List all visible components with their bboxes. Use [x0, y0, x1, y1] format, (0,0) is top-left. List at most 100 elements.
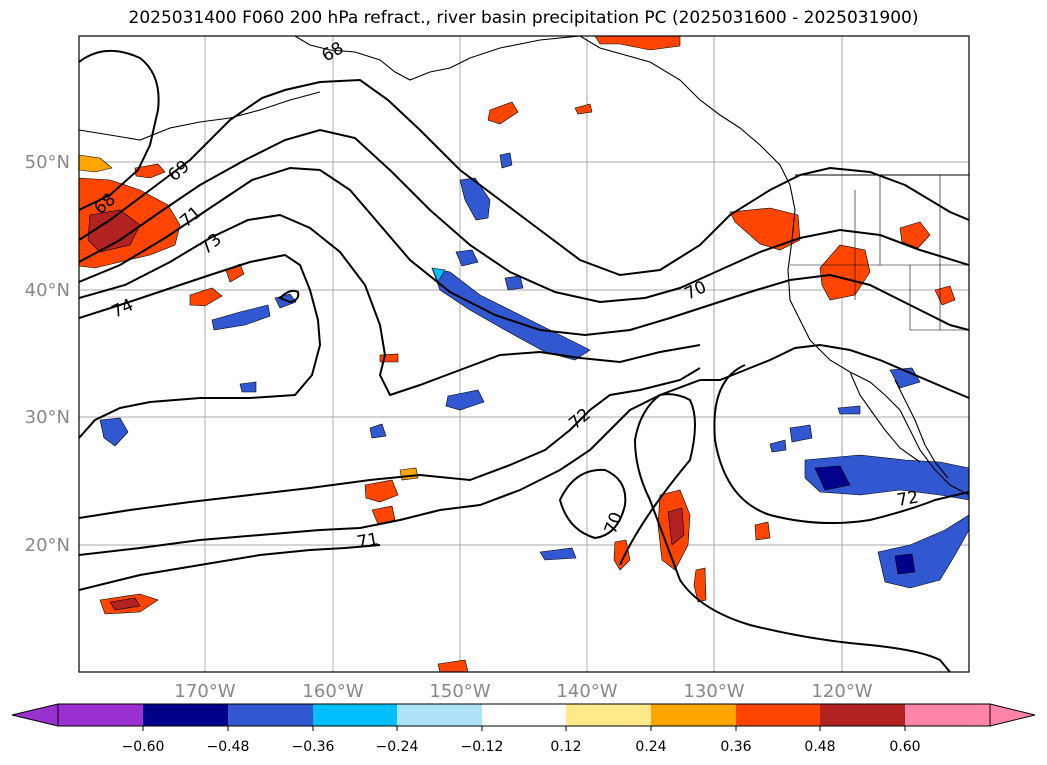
pc-patch-alaska — [594, 36, 681, 51]
pc-patch-neg-jet-edge — [431, 267, 446, 283]
contour-7 — [79, 367, 701, 519]
colorbar-tick-label: −0.60 — [122, 739, 165, 755]
longitude-labels: 170°W 160°W 150°W 140°W 130°W 120°W — [174, 681, 872, 702]
lon-label-120w: 120°W — [811, 681, 872, 702]
pc-patch-neg-1 — [459, 177, 491, 221]
pc-patch-neg-14 — [837, 405, 861, 415]
contour-9 — [79, 544, 381, 591]
pc-patch-fringe — [79, 154, 113, 173]
pc-patch-neg-9-core — [814, 465, 851, 491]
contour-11 — [619, 393, 696, 566]
colorbar-tick-label: −0.36 — [292, 739, 335, 755]
mexico-coast — [849, 371, 921, 463]
colorbar-tick-label: 0.36 — [720, 739, 751, 755]
coastline-alaska — [294, 36, 581, 81]
pc-patch-12 — [693, 567, 707, 603]
contour-5 — [79, 213, 701, 397]
contour-4 — [79, 166, 969, 337]
pc-patch-5 — [574, 103, 593, 115]
lon-label-140w: 140°W — [556, 681, 617, 702]
contour-1 — [79, 49, 160, 211]
colorbar-tick-label: 0.12 — [550, 739, 581, 755]
colorbar-bin-9 — [736, 704, 820, 726]
pc-patch-neg-8 — [539, 547, 577, 561]
colorbar-tick-label: 0.48 — [804, 739, 835, 755]
lat-label-20n: 20°N — [25, 535, 70, 556]
colorbar-tick-label: 0.60 — [889, 739, 920, 755]
contour-6 — [79, 253, 322, 439]
pc-patch-neg-2 — [211, 304, 271, 331]
contour-8 — [79, 379, 701, 556]
colorbar-bin-4 — [313, 704, 397, 726]
contour-label-71-south: 71 — [355, 529, 380, 552]
pc-patch-13 — [364, 479, 399, 503]
pc-patch-neg-16 — [504, 275, 524, 291]
pc-patch-1 — [134, 163, 166, 179]
state-borders — [790, 175, 969, 331]
negative-pc-patches — [99, 152, 969, 589]
colorbar-tick-label: −0.48 — [207, 739, 250, 755]
pc-patch-neg-17 — [455, 249, 479, 267]
pc-patch-4 — [487, 101, 519, 125]
pc-patch-neg-6 — [239, 381, 257, 393]
coastline-baja — [894, 379, 949, 479]
lon-label-160w: 160°W — [302, 681, 363, 702]
contour-15 — [278, 289, 300, 304]
positive-pc-patches — [79, 36, 956, 672]
colorbar-frame — [57, 703, 991, 727]
colorbar-bin-6 — [482, 704, 566, 726]
map-title: 2025031400 F060 200 hPa refract., river … — [128, 8, 919, 28]
graticule — [79, 36, 969, 672]
lat-label-30n: 30°N — [25, 407, 70, 428]
coastline-alaska-panhandle — [579, 36, 791, 186]
pc-patch-neg-7 — [369, 423, 387, 439]
contour-13 — [633, 394, 951, 672]
pc-patch-neg-5 — [445, 389, 485, 411]
colorbar-bin-7 — [566, 704, 651, 726]
pc-patch-15-core — [109, 597, 141, 611]
pc-patch-neg-13 — [769, 439, 787, 453]
pc-patch-6 — [729, 207, 801, 251]
map-panel: 68 69 68 71 73 74 70 72 70 71 72 — [78, 35, 970, 673]
coastlines — [79, 36, 969, 496]
pc-patch-neg-15 — [499, 152, 513, 169]
colorbar-bin-10 — [820, 704, 905, 726]
lon-label-130w: 130°W — [683, 681, 744, 702]
coastline-aleutians — [79, 91, 321, 141]
contour-12 — [713, 364, 969, 525]
pc-patch-19 — [399, 467, 419, 481]
colorbar-ticks — [142, 726, 906, 731]
pc-patch-17 — [754, 521, 771, 541]
colorbar-tick-label: −0.12 — [461, 739, 504, 755]
lon-label-150w: 150°W — [429, 681, 490, 702]
contour-2 — [79, 78, 969, 277]
lon-label-170w: 170°W — [174, 681, 235, 702]
colorbar-extend-right — [989, 703, 1036, 727]
pc-patch-neg-4 — [99, 417, 129, 447]
refractivity-contours — [79, 49, 969, 672]
pc-patch-neg-12 — [789, 424, 813, 443]
pc-patch-neg-9 — [804, 454, 969, 501]
colorbar-extend-left — [11, 703, 59, 727]
pc-patch-8 — [899, 221, 931, 249]
pc-patch-11 — [613, 539, 631, 571]
colorbar: −0.60 −0.48 −0.36 −0.24 −0.12 0.12 0.24 … — [11, 703, 1036, 755]
pc-patch-northwest-core — [87, 209, 141, 253]
pc-patch-10-core — [667, 507, 685, 546]
contour-14 — [558, 468, 627, 540]
colorbar-bin-5 — [397, 704, 482, 726]
colorbar-bin-1 — [58, 704, 143, 726]
colorbar-tick-label: −0.24 — [376, 739, 419, 755]
contour-label-72-east: 72 — [895, 487, 920, 510]
colorbar-bin-8 — [651, 704, 736, 726]
lat-label-50n: 50°N — [25, 152, 70, 173]
colorbar-tick-label: 0.24 — [635, 739, 666, 755]
colorbar-bin-11 — [905, 704, 990, 726]
lat-label-40n: 40°N — [25, 280, 70, 301]
contour-3 — [79, 128, 969, 304]
pc-patch-16 — [437, 659, 469, 672]
pc-patch-neg-jet — [431, 267, 591, 361]
contour-10 — [700, 343, 969, 399]
latitude-labels: 50°N 40°N 30°N 20°N — [25, 152, 70, 556]
